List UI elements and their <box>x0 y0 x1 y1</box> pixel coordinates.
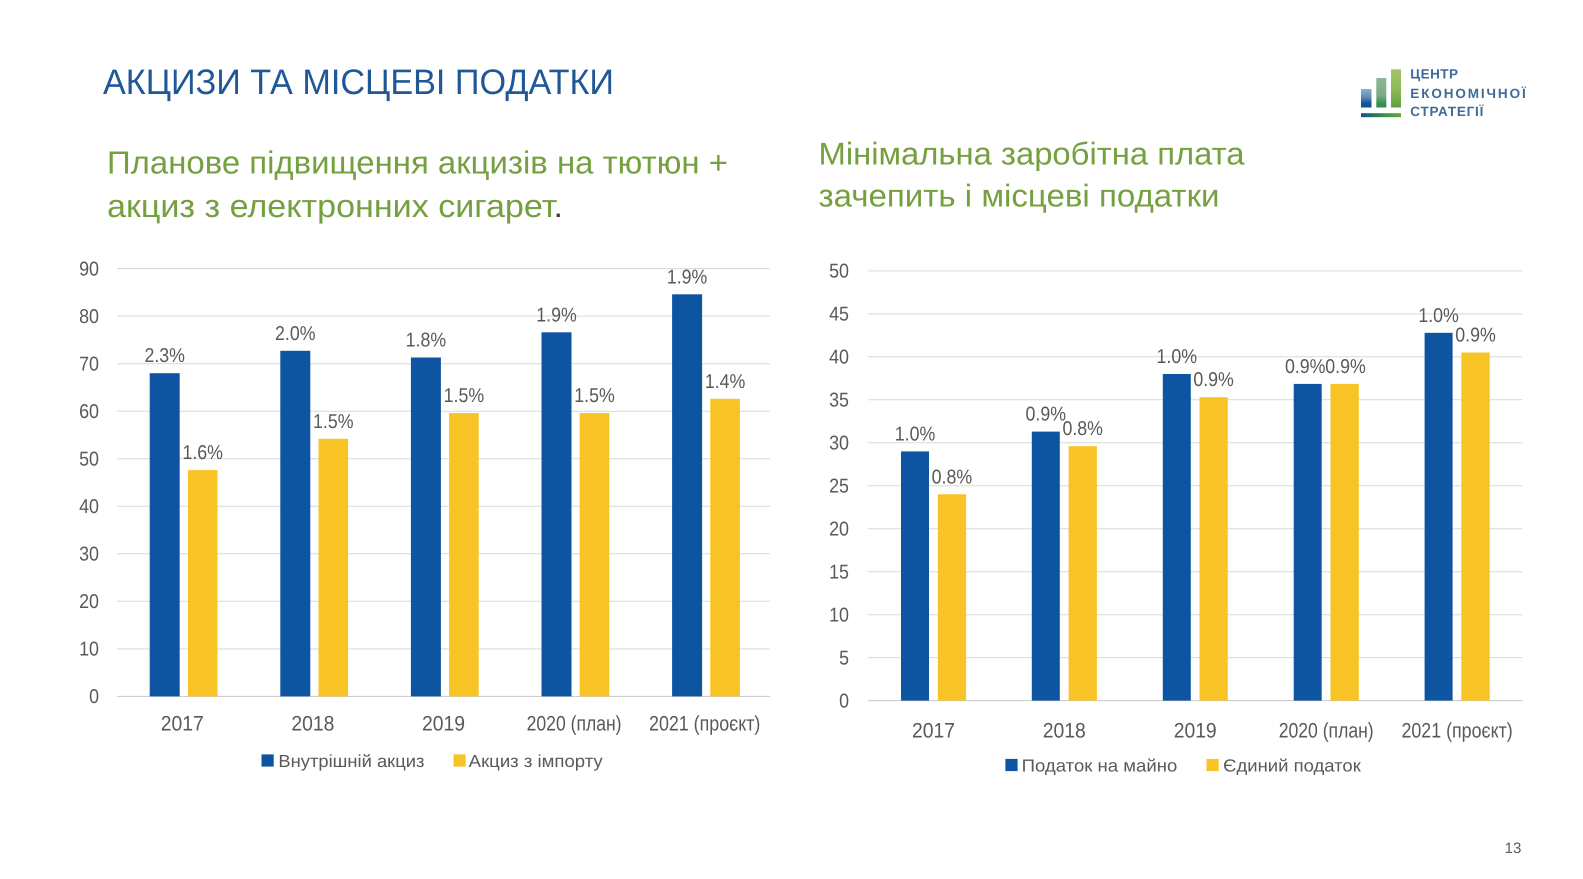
svg-text:2019: 2019 <box>422 713 465 736</box>
svg-text:0.8%: 0.8% <box>932 466 973 488</box>
svg-text:1.0%: 1.0% <box>1157 346 1198 368</box>
svg-text:1.5%: 1.5% <box>313 411 354 433</box>
svg-text:2017: 2017 <box>161 713 204 736</box>
svg-text:60: 60 <box>79 401 99 423</box>
svg-text:20: 20 <box>829 519 849 541</box>
svg-text:1.5%: 1.5% <box>574 385 615 407</box>
svg-text:0.8%: 0.8% <box>1062 418 1103 440</box>
svg-text:2018: 2018 <box>1043 720 1086 743</box>
svg-text:2017: 2017 <box>912 720 955 743</box>
svg-text:40: 40 <box>79 496 99 518</box>
svg-text:1.6%: 1.6% <box>182 442 223 464</box>
svg-text:0.9%: 0.9% <box>1285 356 1326 378</box>
svg-text:1.9%: 1.9% <box>667 266 708 288</box>
svg-text:1.9%: 1.9% <box>536 304 577 326</box>
svg-text:ЦЕНТР: ЦЕНТР <box>1410 67 1458 82</box>
svg-text:1.0%: 1.0% <box>895 423 936 445</box>
svg-text:20: 20 <box>79 591 99 613</box>
svg-text:5: 5 <box>839 647 849 669</box>
svg-text:2021 (проєкт): 2021 (проєкт) <box>649 713 760 736</box>
svg-text:2020 (план): 2020 (план) <box>1279 720 1374 743</box>
svg-text:2018: 2018 <box>291 713 334 736</box>
svg-text:СТРАТЕГІЇ: СТРАТЕГІЇ <box>1410 104 1484 119</box>
svg-text:0.9%: 0.9% <box>1193 369 1234 391</box>
svg-text:2021 (проєкт): 2021 (проєкт) <box>1401 720 1512 743</box>
svg-text:Акциз з імпорту: Акциз з імпорту <box>469 751 603 771</box>
svg-text:Податок на майно: Податок на майно <box>1022 756 1178 776</box>
svg-text:80: 80 <box>79 306 99 328</box>
svg-text:1.4%: 1.4% <box>705 371 746 393</box>
svg-text:2.3%: 2.3% <box>144 345 185 367</box>
svg-text:1.0%: 1.0% <box>1418 305 1459 327</box>
svg-text:Планове підвищення акцизів на: Планове підвищення акцизів на тютюн + <box>107 145 728 181</box>
svg-text:ЕКОНОМІЧНОЇ: ЕКОНОМІЧНОЇ <box>1410 86 1527 101</box>
svg-text:1.8%: 1.8% <box>406 330 447 352</box>
svg-text:30: 30 <box>829 433 849 455</box>
svg-text:Мінімальна заробітна плата: Мінімальна заробітна плата <box>819 136 1245 172</box>
svg-text:70: 70 <box>79 354 99 376</box>
svg-text:90: 90 <box>79 258 99 280</box>
svg-text:АКЦИЗИ ТА МІСЦЕВІ ПОДАТКИ: АКЦИЗИ ТА МІСЦЕВІ ПОДАТКИ <box>103 62 614 102</box>
svg-text:Єдиний податок: Єдиний податок <box>1223 756 1361 776</box>
svg-text:зачепить і місцеві податки: зачепить і місцеві податки <box>819 178 1220 214</box>
svg-text:0.9%: 0.9% <box>1325 356 1366 378</box>
svg-text:45: 45 <box>829 304 849 326</box>
svg-text:15: 15 <box>829 562 849 584</box>
svg-text:40: 40 <box>829 347 849 369</box>
svg-text:0: 0 <box>89 686 99 708</box>
svg-text:10: 10 <box>829 605 849 627</box>
svg-text:2020 (план): 2020 (план) <box>527 713 622 736</box>
svg-text:10: 10 <box>79 639 99 661</box>
svg-text:Внутрішній акциз: Внутрішній акциз <box>278 751 424 771</box>
svg-text:0: 0 <box>839 690 849 712</box>
svg-text:35: 35 <box>829 390 849 412</box>
svg-text:50: 50 <box>79 449 99 471</box>
svg-text:акциз з електронних сигарет.: акциз з електронних сигарет. <box>107 188 563 224</box>
svg-text:1.5%: 1.5% <box>444 385 485 407</box>
svg-text:30: 30 <box>79 544 99 566</box>
svg-text:2019: 2019 <box>1174 720 1217 743</box>
svg-text:50: 50 <box>829 261 849 283</box>
svg-text:0.9%: 0.9% <box>1026 404 1067 426</box>
svg-text:2.0%: 2.0% <box>275 323 316 345</box>
svg-text:25: 25 <box>829 476 849 498</box>
svg-text:0.9%: 0.9% <box>1455 325 1496 347</box>
svg-text:13: 13 <box>1505 840 1522 857</box>
